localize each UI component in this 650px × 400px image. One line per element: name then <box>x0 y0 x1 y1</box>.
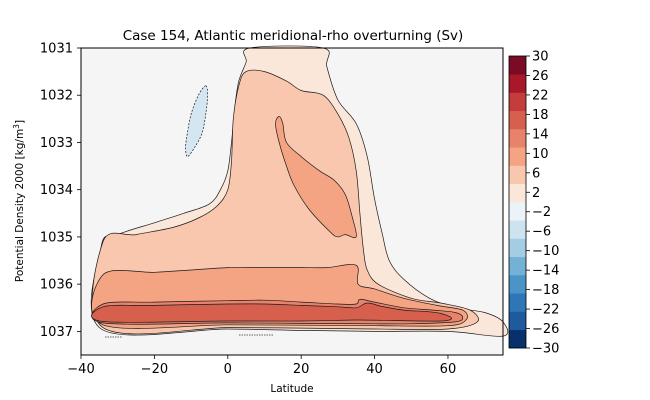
colorbar-block <box>509 92 526 112</box>
colorbar-block <box>509 183 526 203</box>
y-tick-label: 1037 <box>40 325 73 340</box>
y-tick-label: 1034 <box>40 183 73 198</box>
colorbar-block <box>509 56 526 75</box>
colorbar-tick-label: −6 <box>532 225 551 240</box>
y-axis: 1031 1032 1033 1034 1035 1036 1037 <box>40 42 81 340</box>
plot-area: −40 −20 0 20 40 60 10311032103310341035103610… <box>40 42 509 377</box>
y-axis-title: Potential Density 2000 [kg/m3] <box>12 120 26 282</box>
y-tick-label: 1033 <box>40 136 73 151</box>
colorbar-block <box>509 329 526 349</box>
y-tick-label: 1032 <box>40 89 73 104</box>
colorbar-tick-label: −14 <box>532 264 559 279</box>
colorbar-block <box>509 202 526 221</box>
colorbar-block <box>509 129 526 148</box>
small-negative-contours <box>105 334 273 338</box>
y-axis-title-end: ] <box>14 120 26 124</box>
colorbar-tick-label: 26 <box>532 69 549 84</box>
colorbar-block <box>509 275 526 294</box>
y-tick-label: 1031 <box>40 42 73 57</box>
x-axis-title: Latitude <box>270 383 313 395</box>
colorbar-block <box>509 311 526 331</box>
contour-region-1 <box>92 69 479 335</box>
colorbar-tick-label: 2 <box>532 186 540 201</box>
chart-title: Case 154, Atlantic meridional-rho overtu… <box>123 28 464 44</box>
colorbar-frame <box>508 55 527 349</box>
colorbar-tick-label: −30 <box>532 342 559 357</box>
y-axis-title-superscript: 3 <box>12 124 21 129</box>
plot-frame <box>80 47 504 356</box>
colorbar-tick-label: −18 <box>532 283 559 298</box>
colorbar-block <box>509 238 526 258</box>
contour-region-6 <box>185 85 208 157</box>
x-tick-label: −40 <box>67 362 94 377</box>
colorbar-tick-label: 10 <box>532 147 549 162</box>
y-tick-label: 1035 <box>40 230 73 245</box>
colorbar-block <box>509 147 526 166</box>
x-tick-label: 0 <box>224 362 232 377</box>
colorbar-block <box>509 110 526 130</box>
contour-regions <box>90 45 509 337</box>
colorbar-block <box>509 165 526 185</box>
contour-region-5 <box>91 302 452 323</box>
colorbar-tick-label: 22 <box>532 88 549 103</box>
colorbar-tick-label: 14 <box>532 127 549 142</box>
x-axis: −40 −20 0 20 40 60 <box>67 355 456 377</box>
colorbar-blocks <box>509 56 526 349</box>
colorbar-tick-label: −26 <box>532 322 559 337</box>
colorbar-block <box>509 74 526 93</box>
colorbar-tick-label: −22 <box>532 303 559 318</box>
colorbar-block <box>509 256 526 276</box>
colorbar-block <box>509 220 526 239</box>
x-tick-label: 60 <box>440 362 457 377</box>
colorbar-tick-label: 18 <box>532 108 549 123</box>
x-tick-label: 20 <box>293 362 310 377</box>
y-axis-title-text: Potential Density 2000 [kg/m <box>14 129 26 282</box>
colorbar-tick-label: 30 <box>532 50 549 65</box>
x-tick-label: 40 <box>366 362 383 377</box>
colorbar-tick-label: −10 <box>532 244 559 259</box>
contour-region-2 <box>275 116 357 239</box>
colorbar-tick-label: 6 <box>532 166 540 181</box>
y-tick-label: 1036 <box>40 278 73 293</box>
colorbar-tick-label: −2 <box>532 205 551 220</box>
x-tick-label: −20 <box>141 362 168 377</box>
colorbar-block <box>509 293 526 312</box>
